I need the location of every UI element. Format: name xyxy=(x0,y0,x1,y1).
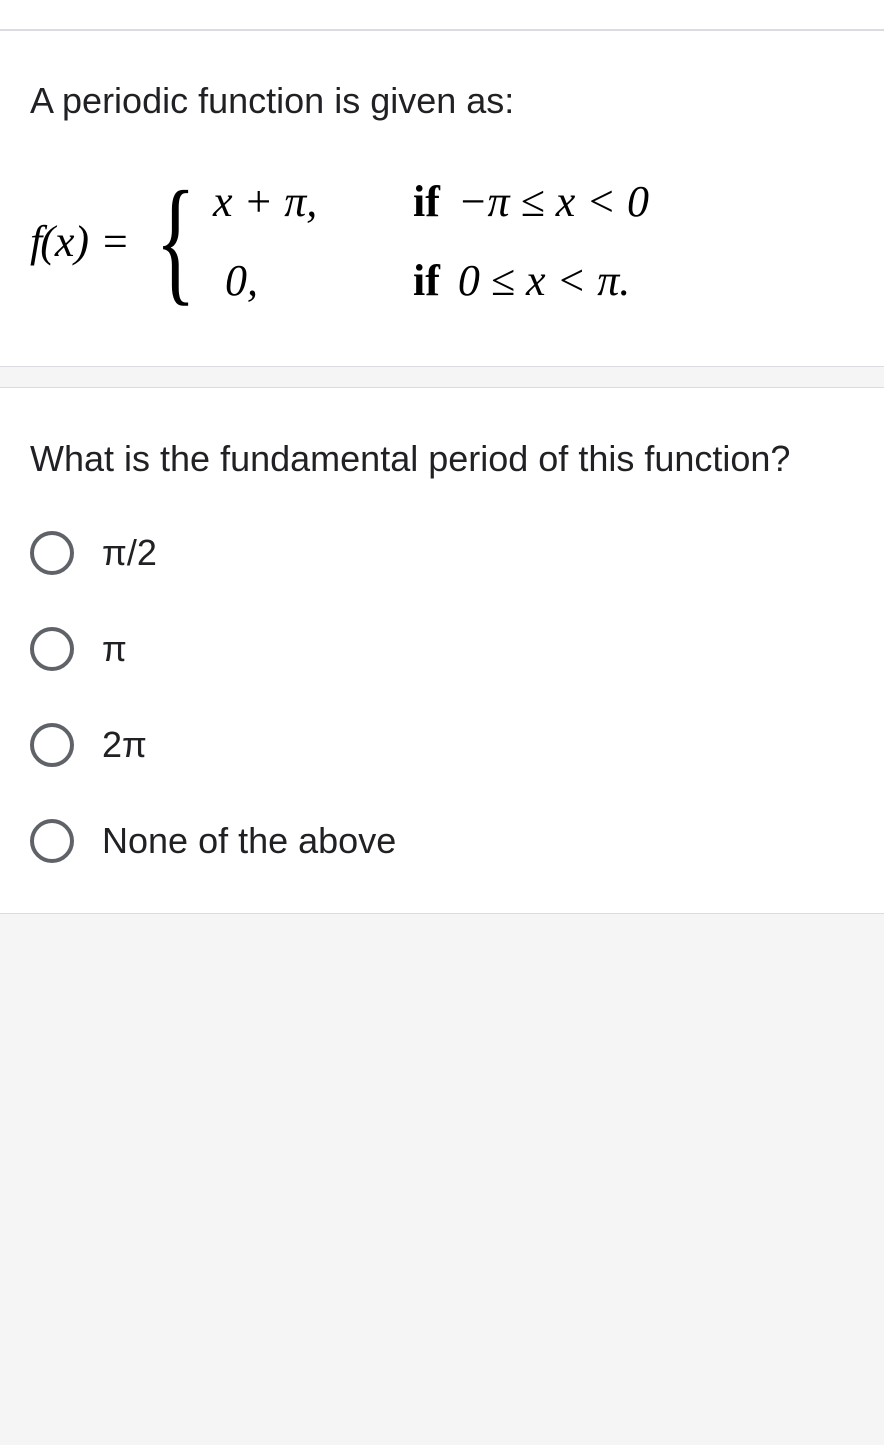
question-prompt-1: A periodic function is given as: xyxy=(30,76,854,126)
case2-if: if xyxy=(413,256,440,305)
option-4[interactable]: None of the above xyxy=(30,819,854,863)
radio-icon[interactable] xyxy=(30,531,74,575)
radio-icon[interactable] xyxy=(30,627,74,671)
option-3[interactable]: 2π xyxy=(30,723,854,767)
case1-if: if xyxy=(413,177,440,226)
case-row-1: x + π, if −π ≤ x < 0 xyxy=(213,176,649,227)
brace-icon: { xyxy=(155,185,195,297)
question-card-1: A periodic function is given as: f(x) = … xyxy=(0,30,884,367)
radio-icon[interactable] xyxy=(30,723,74,767)
option-label-4: None of the above xyxy=(102,820,396,862)
options-group: π/2 π 2π None of the above xyxy=(30,531,854,863)
option-label-2: π xyxy=(102,628,127,670)
question-prompt-2: What is the fundamental period of this f… xyxy=(30,433,854,485)
case2-condition: if 0 ≤ x < π. xyxy=(413,255,630,306)
case1-condition: if −π ≤ x < 0 xyxy=(413,176,649,227)
case1-expr: x + π, xyxy=(213,176,393,227)
option-label-1: π/2 xyxy=(102,532,157,574)
option-1[interactable]: π/2 xyxy=(30,531,854,575)
case1-math: −π ≤ x < 0 xyxy=(458,177,649,226)
option-label-3: 2π xyxy=(102,724,147,766)
formula-cases: x + π, if −π ≤ x < 0 0, if 0 ≤ x < π. xyxy=(213,176,649,306)
radio-icon[interactable] xyxy=(30,819,74,863)
formula-display: f(x) = { x + π, if −π ≤ x < 0 0, if 0 ≤ x … xyxy=(30,176,854,306)
option-2[interactable]: π xyxy=(30,627,854,671)
case2-math: 0 ≤ x < π. xyxy=(458,256,630,305)
case2-expr: 0, xyxy=(213,255,393,306)
question-card-2: What is the fundamental period of this f… xyxy=(0,387,884,913)
top-divider xyxy=(0,0,884,30)
formula-f: f xyxy=(30,217,40,266)
formula-x-equals: (x) = xyxy=(40,217,130,266)
case-row-2: 0, if 0 ≤ x < π. xyxy=(213,255,649,306)
formula-lhs: f(x) = xyxy=(30,216,130,267)
